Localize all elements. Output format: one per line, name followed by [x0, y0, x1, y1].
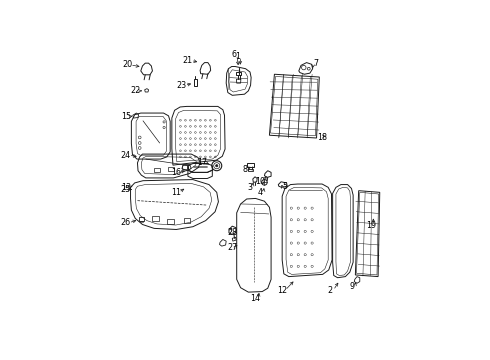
Text: 22: 22: [130, 86, 141, 95]
Bar: [140, 221, 143, 222]
Text: 17: 17: [197, 158, 207, 167]
Text: 23: 23: [177, 81, 187, 90]
Text: 11: 11: [171, 188, 181, 197]
Text: 20: 20: [122, 60, 132, 69]
Text: 3: 3: [247, 183, 252, 192]
Text: 21: 21: [183, 56, 193, 65]
Text: 25: 25: [121, 185, 131, 194]
Text: 12: 12: [277, 286, 287, 295]
Text: 15: 15: [121, 112, 131, 121]
Bar: [237, 72, 241, 75]
Text: 10: 10: [256, 177, 266, 186]
Bar: [168, 220, 174, 225]
Text: 4: 4: [258, 188, 263, 197]
Bar: [152, 216, 159, 221]
Circle shape: [216, 165, 218, 167]
Bar: [194, 79, 197, 86]
Text: 8: 8: [243, 165, 247, 174]
Text: 14: 14: [250, 294, 261, 303]
Text: 18: 18: [317, 133, 327, 142]
Text: 7: 7: [314, 59, 319, 68]
Text: 27: 27: [227, 243, 237, 252]
Text: 5: 5: [282, 182, 288, 191]
Text: 1: 1: [235, 52, 240, 61]
Bar: [247, 163, 254, 167]
Text: 24: 24: [121, 151, 131, 160]
Text: 26: 26: [121, 218, 131, 227]
Bar: [248, 169, 253, 171]
Text: 19: 19: [366, 221, 376, 230]
Text: 2: 2: [328, 286, 333, 295]
Bar: [168, 167, 174, 171]
Text: 6: 6: [231, 50, 237, 59]
Text: 9: 9: [349, 282, 354, 291]
Text: 16: 16: [171, 168, 181, 177]
Text: 28: 28: [227, 228, 237, 237]
Bar: [139, 217, 144, 221]
Bar: [153, 168, 160, 172]
Bar: [182, 165, 187, 169]
Text: 13: 13: [121, 183, 131, 192]
Bar: [184, 219, 190, 223]
